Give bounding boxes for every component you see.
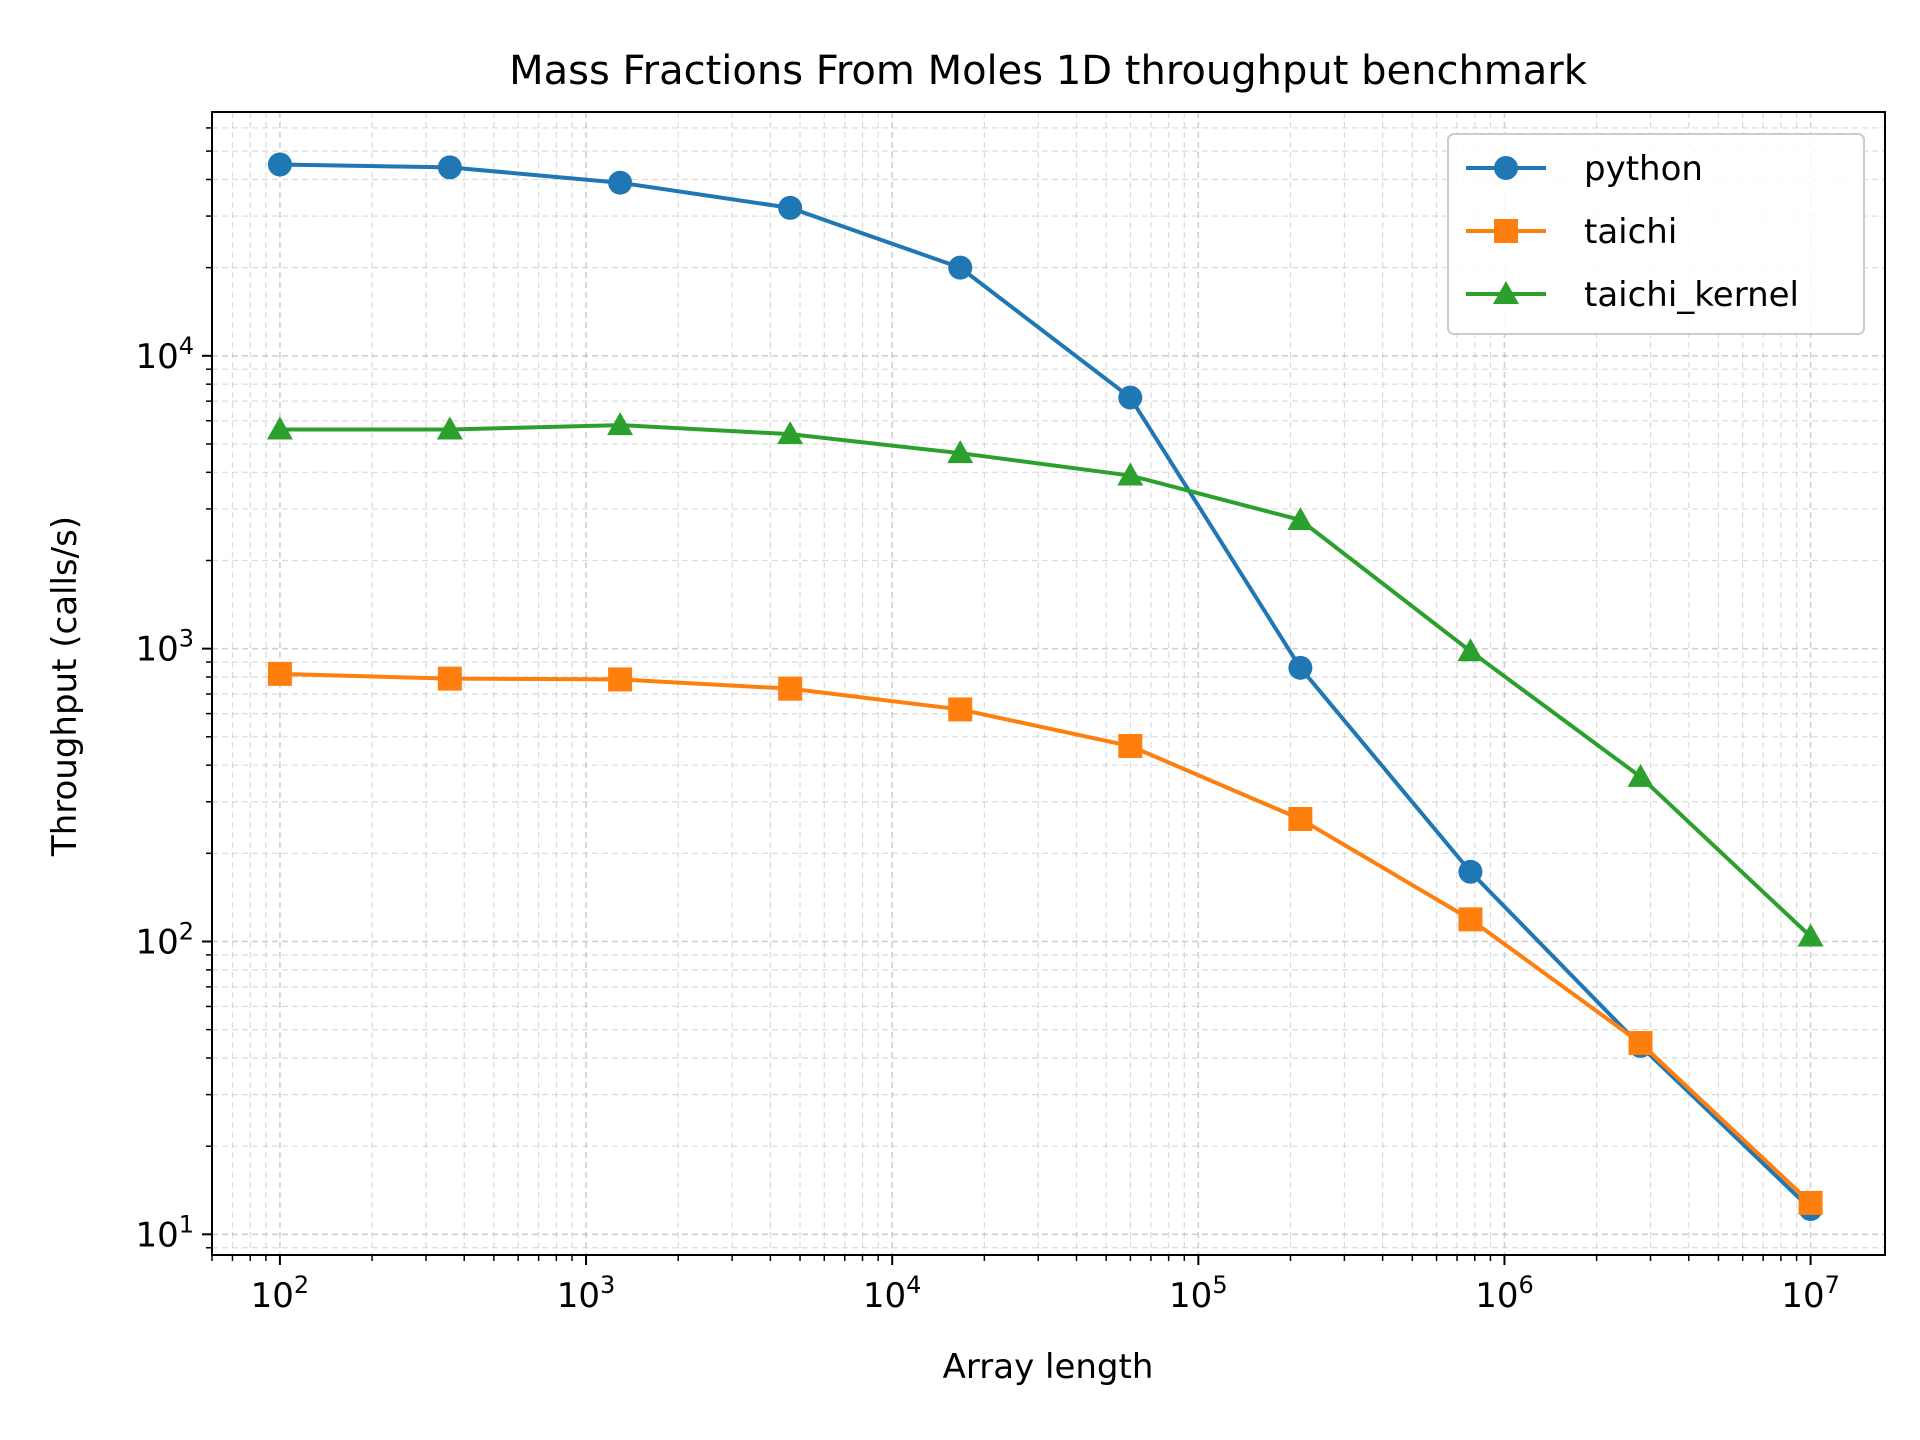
- legend-marker-taichi_kernel: [1493, 281, 1519, 304]
- data-point-taichi: [437, 666, 462, 691]
- data-point-taichi_kernel: [1627, 763, 1654, 787]
- grid: [211, 112, 1885, 1255]
- series-taichi: [267, 661, 1823, 1215]
- series-line-python: [279, 162, 1812, 1211]
- data-point-taichi_kernel: [436, 416, 463, 440]
- axis-ticks: 102 103 104 105 106 107 101 102 103 104: [135, 127, 1840, 1316]
- data-point-taichi_kernel: [266, 416, 293, 440]
- data-point-taichi_kernel: [1287, 506, 1314, 530]
- y-tick-label: 104: [135, 332, 194, 377]
- data-point-taichi_kernel: [1797, 923, 1824, 947]
- x-tick-label: 106: [1475, 1271, 1534, 1316]
- data-point-taichi: [267, 661, 292, 686]
- data-point-python: [778, 195, 803, 220]
- data-point-taichi: [1458, 907, 1483, 932]
- data-point-python: [437, 155, 462, 180]
- legend-marker-python: [1494, 156, 1518, 180]
- data-point-taichi_kernel: [947, 440, 974, 464]
- series-line-taichi_kernel: [279, 423, 1812, 938]
- data-point-python: [1458, 859, 1483, 884]
- legend-label-taichi: taichi: [1584, 212, 1677, 252]
- data-point-python: [608, 170, 633, 195]
- data-point-taichi: [608, 667, 633, 692]
- data-point-python: [1118, 385, 1143, 410]
- data-point-taichi: [778, 676, 803, 701]
- y-axis-label: Throughput (calls/s): [45, 516, 85, 857]
- chart-title: Mass Fractions From Moles 1D throughput …: [509, 48, 1588, 94]
- data-point-taichi: [1288, 806, 1313, 831]
- x-axis-label: Array length: [943, 1347, 1154, 1387]
- plot-frame: [211, 111, 1886, 1256]
- data-point-taichi_kernel: [777, 421, 804, 445]
- data-point-taichi: [1118, 734, 1143, 759]
- legend-box: [1447, 133, 1865, 335]
- x-tick-label: 107: [1781, 1271, 1840, 1316]
- legend-label-taichi_kernel: taichi_kernel: [1584, 275, 1799, 315]
- data-point-python: [948, 255, 973, 280]
- x-tick-label: 104: [863, 1271, 922, 1316]
- data-point-python: [267, 152, 292, 177]
- data-point-taichi: [948, 697, 973, 722]
- data-point-taichi_kernel: [1457, 638, 1484, 662]
- data-point-taichi_kernel: [607, 412, 634, 436]
- data-point-taichi: [1628, 1031, 1653, 1056]
- legend-label-python: python: [1584, 149, 1703, 189]
- y-tick-label: 102: [135, 917, 194, 962]
- data-point-python: [1288, 655, 1313, 680]
- data-point-taichi: [1798, 1190, 1823, 1215]
- x-tick-label: 105: [1169, 1271, 1228, 1316]
- x-tick-label: 102: [251, 1271, 310, 1316]
- series-taichi_kernel: [266, 412, 1824, 947]
- series-line-taichi: [279, 671, 1812, 1205]
- y-tick-label: 101: [135, 1210, 194, 1255]
- legend-marker-taichi: [1494, 219, 1518, 243]
- x-tick-label: 103: [557, 1271, 616, 1316]
- legend: python taichi taichi_kernel: [1447, 133, 1865, 335]
- data-point-taichi_kernel: [1117, 462, 1144, 486]
- y-tick-label: 103: [135, 625, 194, 670]
- plot-series: [266, 152, 1824, 1222]
